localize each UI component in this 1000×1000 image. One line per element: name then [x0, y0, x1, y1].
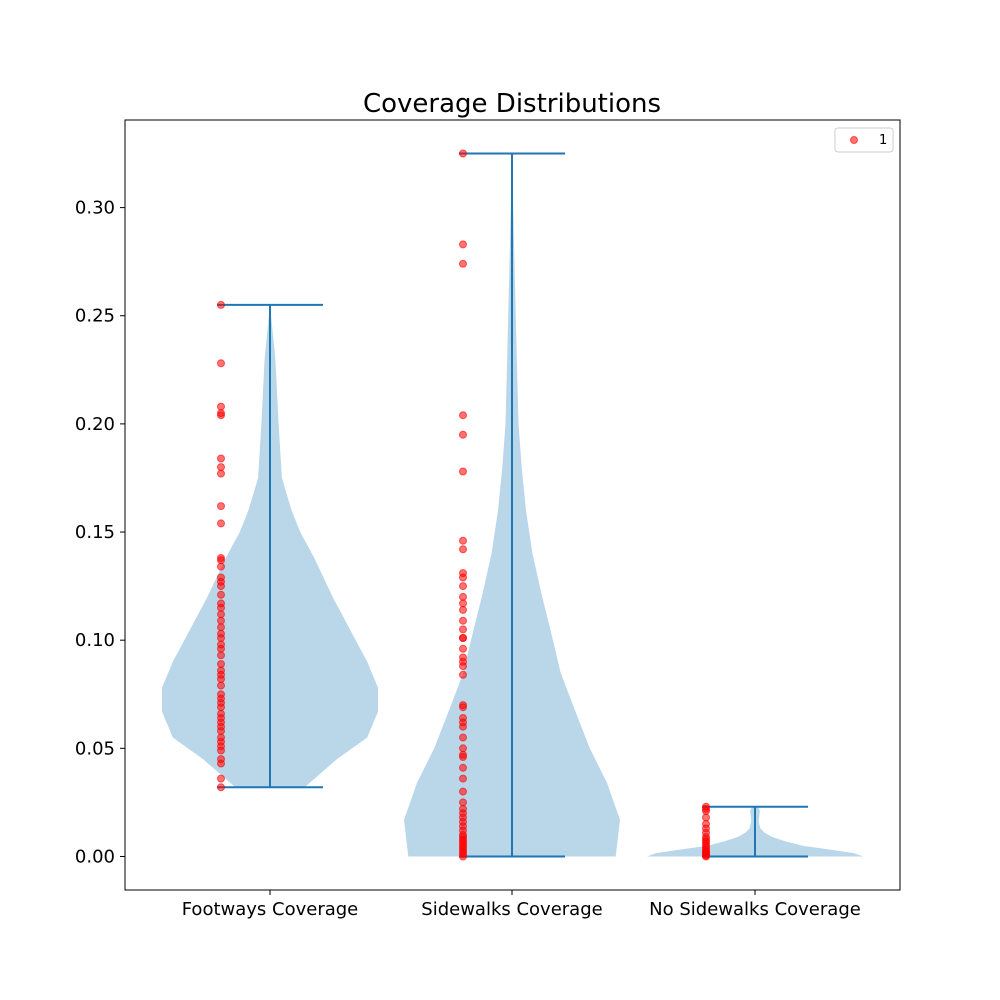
- x-tick-label: Sidewalks Coverage: [421, 899, 602, 920]
- data-point: [702, 802, 710, 811]
- data-point: [459, 763, 467, 772]
- data-point: [459, 670, 467, 679]
- data-point: [702, 820, 710, 828]
- data-point: [459, 787, 467, 796]
- data-point: [217, 402, 225, 411]
- chart-title: Coverage Distributions: [363, 89, 661, 119]
- data-point: [217, 783, 225, 792]
- data-point: [459, 545, 467, 554]
- data-point: [217, 666, 225, 675]
- data-point: [217, 590, 225, 599]
- data-point: [459, 582, 467, 591]
- legend-box: [834, 127, 894, 153]
- data-point: [459, 599, 467, 608]
- data-point: [459, 536, 467, 545]
- y-tick-label: 0.15: [75, 522, 115, 543]
- data-point: [459, 774, 467, 783]
- data-point: [459, 798, 467, 807]
- legend-marker: [850, 136, 858, 144]
- data-point: [459, 616, 467, 625]
- data-point: [217, 519, 225, 528]
- data-point: [217, 755, 225, 764]
- data-point: [459, 750, 467, 759]
- data-point: [217, 610, 225, 619]
- data-point: [459, 259, 467, 268]
- x-tick-label: Footways Coverage: [182, 899, 359, 920]
- data-point: [459, 634, 467, 642]
- data-point: [217, 502, 225, 511]
- data-point: [459, 644, 467, 653]
- data-point: [217, 554, 225, 562]
- data-point: [459, 653, 467, 662]
- data-point: [217, 733, 225, 742]
- data-point: [217, 454, 225, 463]
- data-point: [217, 623, 225, 632]
- plot-frame: [124, 119, 901, 891]
- data-point: [217, 660, 225, 668]
- data-point: [459, 804, 467, 813]
- y-tick-label: 0.00: [75, 846, 115, 867]
- data-point: [217, 681, 225, 690]
- data-point: [217, 651, 225, 660]
- data-point: [459, 714, 467, 722]
- legend: 1: [834, 127, 894, 153]
- data-point: [217, 616, 225, 625]
- y-tick-label: 0.20: [75, 414, 115, 435]
- y-tick-label: 0.30: [75, 198, 115, 219]
- data-point: [217, 774, 225, 783]
- data-point: [459, 625, 467, 634]
- data-point: [217, 409, 225, 418]
- y-axis: 0.00 0.05 0.10 0.15 0.20 0.25 0.30: [75, 198, 125, 867]
- data-point: [217, 690, 225, 699]
- data-point: [217, 469, 225, 478]
- data-point: [217, 599, 225, 608]
- data-point: [459, 411, 467, 420]
- data-point: [217, 629, 225, 638]
- y-tick-label: 0.10: [75, 630, 115, 651]
- data-point: [217, 640, 225, 649]
- data-point: [459, 149, 467, 158]
- data-point: [459, 430, 467, 439]
- data-point: [459, 592, 467, 601]
- data-point: [459, 605, 467, 614]
- data-point: [217, 573, 225, 582]
- y-tick-label: 0.05: [75, 738, 115, 759]
- data-point: [459, 467, 467, 476]
- data-point: [217, 709, 225, 718]
- data-point: [459, 240, 467, 249]
- data-point: [459, 701, 467, 710]
- violins-layer: [162, 149, 863, 861]
- legend-label: 1: [879, 133, 887, 148]
- data-point: [217, 463, 225, 472]
- data-point: [459, 569, 467, 578]
- data-point: [459, 733, 467, 742]
- y-tick-label: 0.25: [75, 306, 115, 327]
- x-tick-label: No Sidewalks Coverage: [649, 899, 861, 920]
- data-point: [217, 300, 225, 309]
- data-point: [459, 744, 467, 753]
- data-point: [217, 359, 225, 368]
- x-axis: Footways Coverage Sidewalks Coverage No Si…: [182, 890, 861, 920]
